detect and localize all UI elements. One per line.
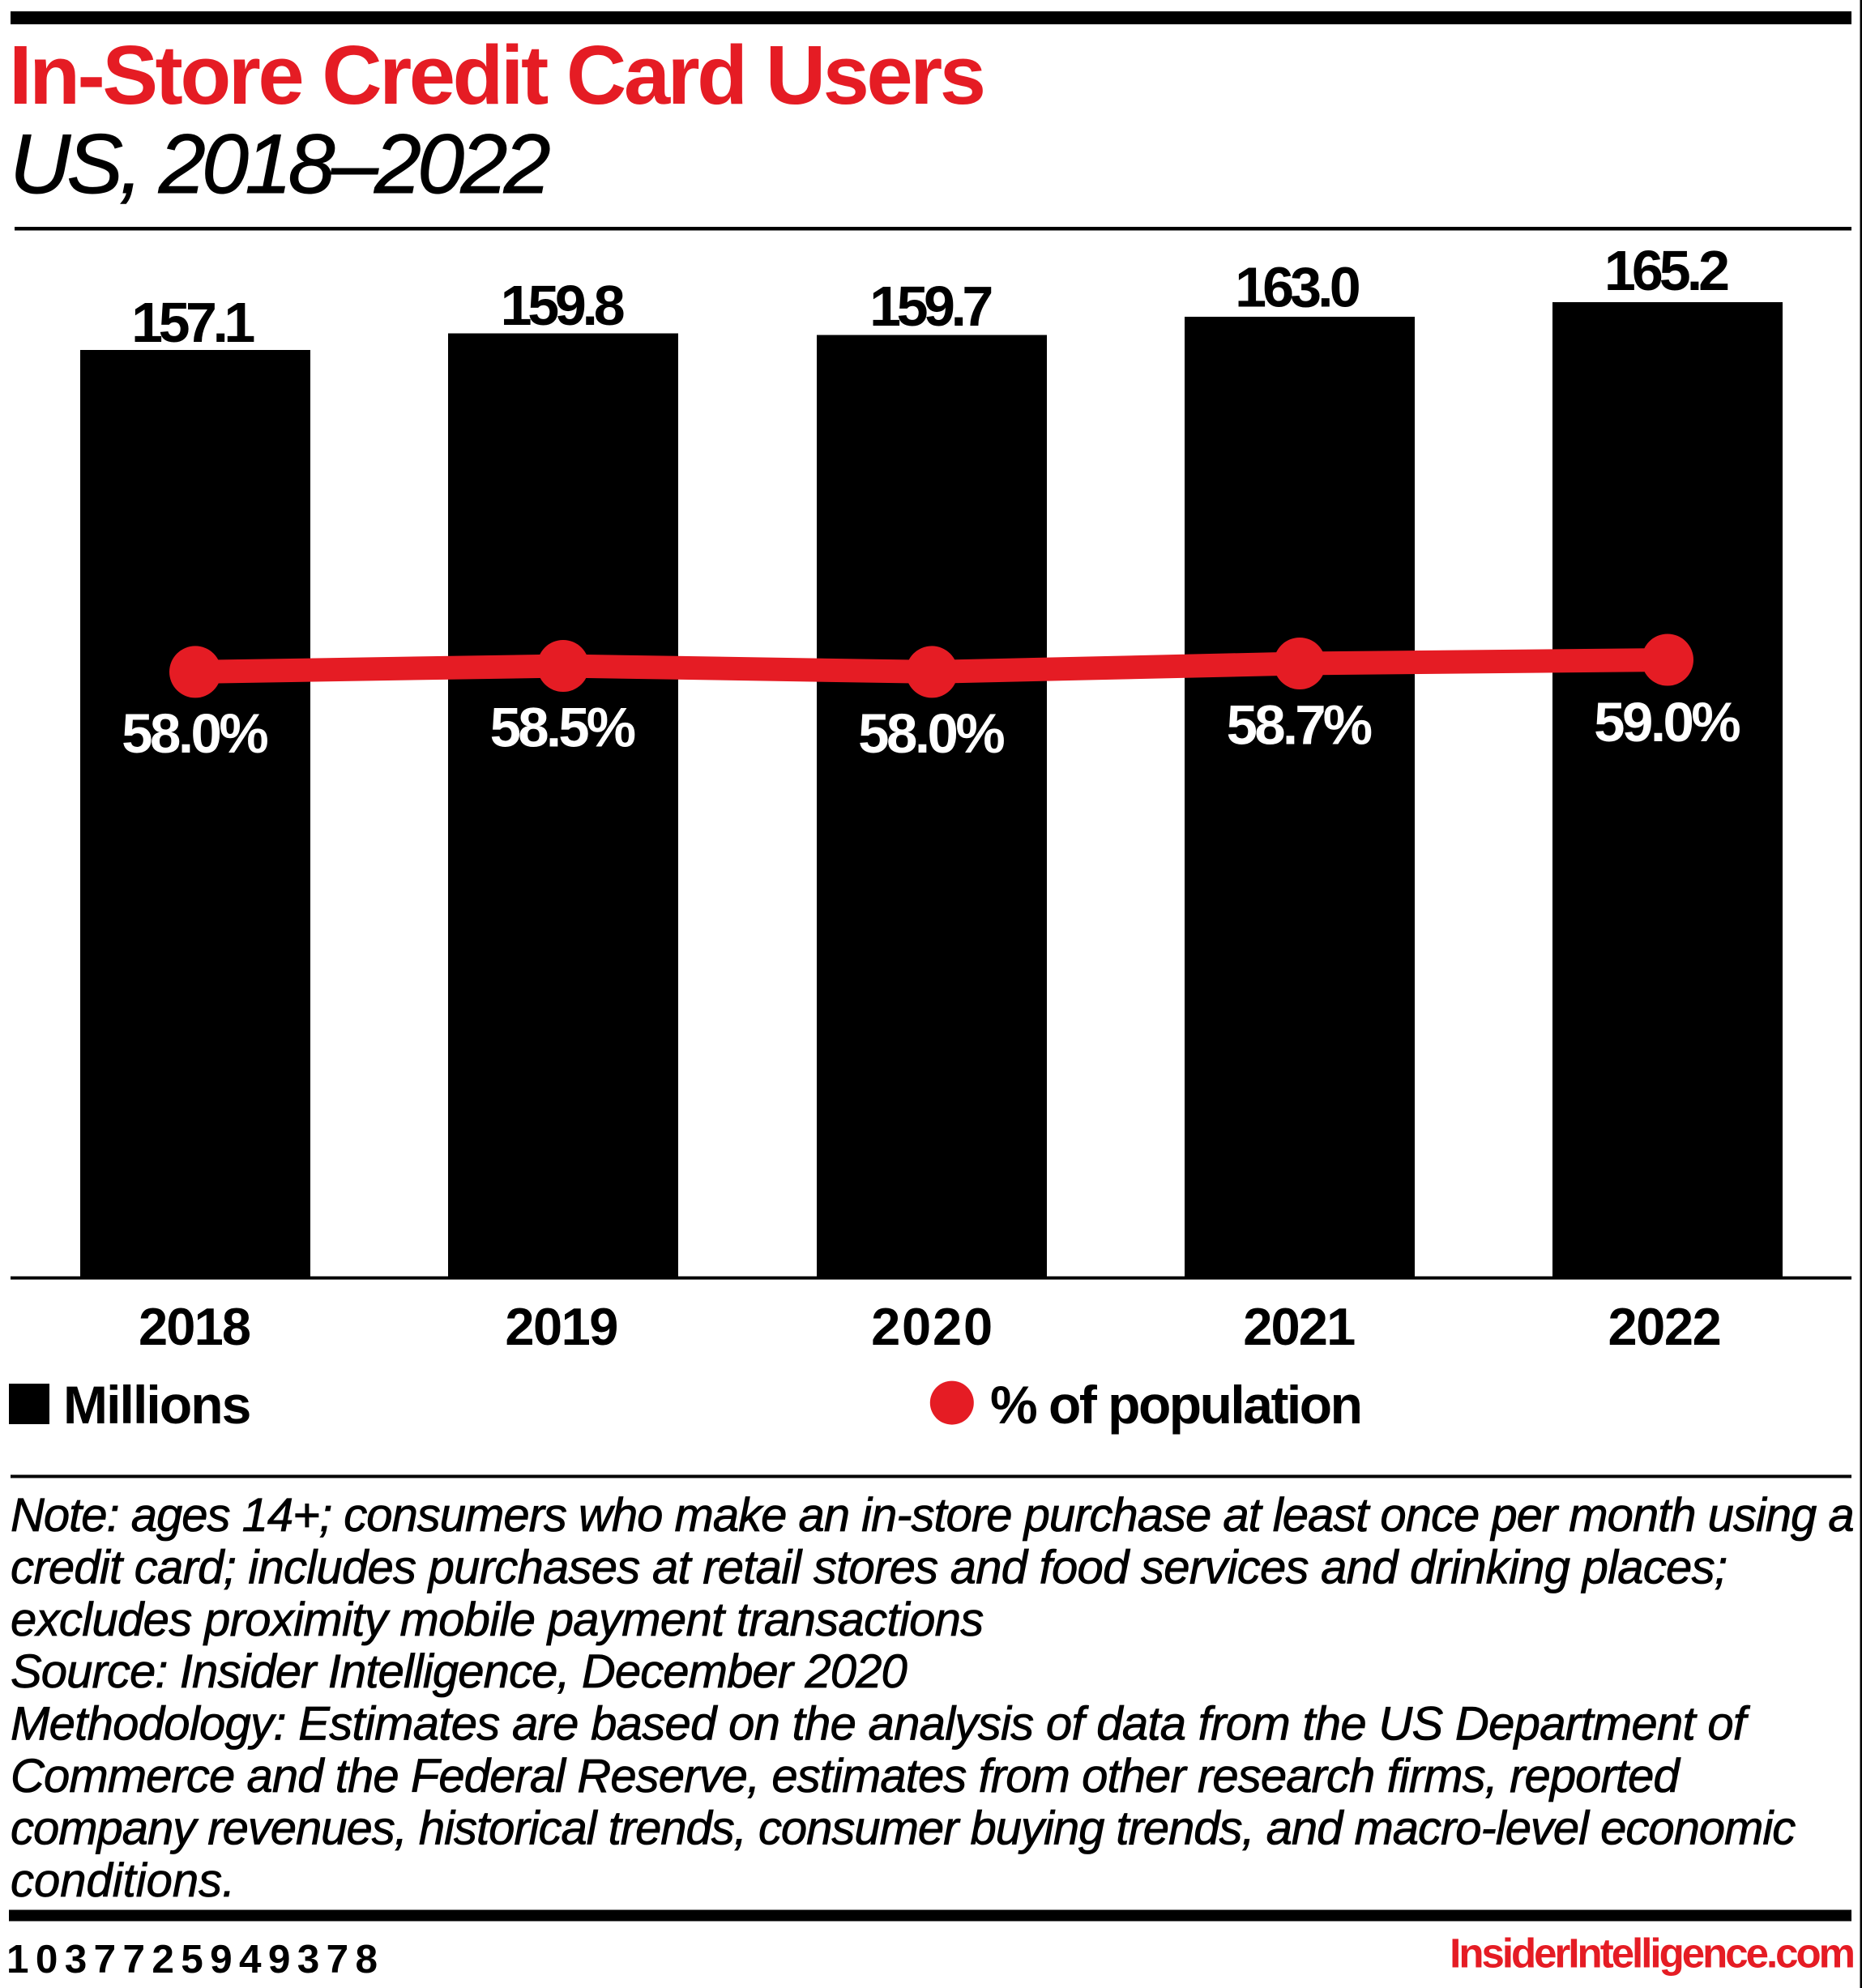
- svg-text:In-Store Credit Card Users: In-Store Credit Card Users: [9, 28, 984, 122]
- svg-text:Note: ages 14+; consumers who: Note: ages 14+; consumers who make an in…: [11, 1489, 1854, 1542]
- svg-text:excludes proximity mobile paym: excludes proximity mobile payment transa…: [11, 1593, 984, 1646]
- svg-text:159.7: 159.7: [869, 275, 991, 338]
- svg-text:163.0: 163.0: [1235, 256, 1360, 319]
- svg-text:1037725949378: 1037725949378: [6, 1937, 384, 1982]
- svg-text:Millions: Millions: [63, 1375, 250, 1435]
- svg-text:59.0%: 59.0%: [1594, 691, 1740, 753]
- svg-text:2022: 2022: [1608, 1297, 1720, 1356]
- svg-text:% of population: % of population: [990, 1375, 1360, 1435]
- svg-text:58.5%: 58.5%: [490, 697, 635, 759]
- svg-text:2021: 2021: [1243, 1297, 1355, 1356]
- svg-text:credit card; includes purchase: credit card; includes purchases at retai…: [11, 1541, 1727, 1593]
- svg-text:165.2: 165.2: [1604, 239, 1728, 302]
- svg-text:2019: 2019: [505, 1297, 617, 1356]
- svg-text:conditions.: conditions.: [11, 1854, 235, 1907]
- svg-text:58.7%: 58.7%: [1227, 694, 1372, 757]
- svg-text:159.8: 159.8: [501, 274, 624, 337]
- svg-text:US, 2018–2022: US, 2018–2022: [10, 117, 550, 211]
- svg-text:58.0%: 58.0%: [858, 702, 1004, 765]
- svg-text:InsiderIntelligence.com: InsiderIntelligence.com: [1450, 1930, 1853, 1977]
- svg-text:2018: 2018: [139, 1297, 250, 1356]
- svg-text:Source: Insider Intelligence,: Source: Insider Intelligence, December 2…: [11, 1645, 907, 1698]
- svg-text:2020: 2020: [871, 1297, 994, 1356]
- svg-text:Commerce and the Federal Reser: Commerce and the Federal Reserve, estima…: [11, 1750, 1680, 1802]
- svg-text:58.0%: 58.0%: [122, 702, 267, 765]
- svg-text:company revenues, historical t: company revenues, historical trends, con…: [11, 1802, 1796, 1854]
- svg-text:157.1: 157.1: [131, 291, 254, 354]
- svg-text:Methodology: Estimates are bas: Methodology: Estimates are based on the …: [11, 1698, 1751, 1751]
